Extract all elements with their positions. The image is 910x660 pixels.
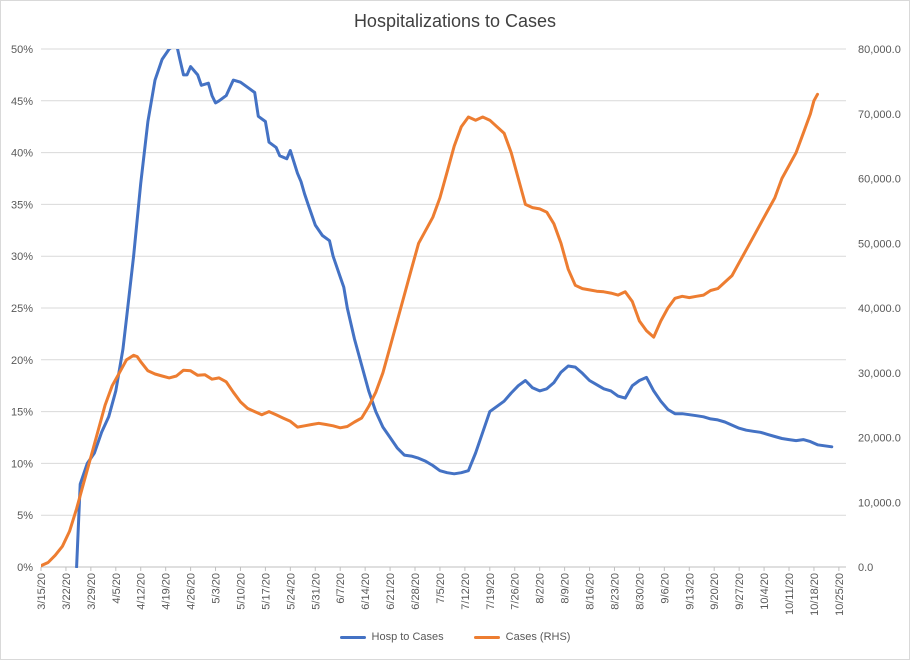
x-tick-label: 3/15/20 (36, 573, 48, 610)
x-tick-label: 4/12/20 (136, 573, 148, 610)
x-tick-label: 5/17/20 (260, 573, 272, 610)
x-tick-label: 5/10/20 (235, 573, 247, 610)
x-tick-label: 10/11/20 (784, 573, 796, 615)
left-tick-label: 20% (11, 355, 33, 367)
legend-swatch-hosp (339, 635, 366, 639)
right-tick-label: 0.0 (858, 562, 873, 574)
left-tick-label: 15% (11, 407, 33, 419)
series-layer (41, 49, 834, 568)
left-tick-label: 0% (17, 562, 33, 574)
x-tick-label: 9/20/20 (709, 573, 721, 610)
x-tick-label: 10/4/20 (759, 573, 771, 610)
x-axis-ticks: 3/15/20 3/22/20 3/29/20 4/5/20 4/12/20 4/19/2… (36, 567, 846, 616)
x-tick-label: 6/28/20 (410, 573, 422, 610)
x-tick-label: 5/31/20 (310, 573, 322, 610)
legend-item-hosp-to-cases: Hosp to Cases (339, 631, 444, 643)
left-tick-label: 45% (11, 96, 33, 108)
x-tick-label: 4/5/20 (111, 573, 123, 604)
right-tick-label: 40,000.0 (858, 303, 901, 315)
x-tick-label: 4/26/20 (186, 573, 198, 610)
x-tick-label: 3/29/20 (86, 573, 98, 610)
x-tick-label: 9/27/20 (734, 573, 746, 610)
x-tick-label: 10/18/20 (809, 573, 821, 616)
x-tick-label: 5/3/20 (211, 573, 223, 604)
x-tick-label: 10/25/20 (834, 573, 846, 616)
x-tick-label: 8/16/20 (585, 573, 597, 610)
x-tick-label: 5/24/20 (285, 573, 297, 610)
right-tick-label: 30,000.0 (858, 368, 901, 380)
legend: Hosp to Cases Cases (RHS) (1, 631, 909, 643)
right-tick-label: 60,000.0 (858, 174, 901, 186)
chart-title: Hospitalizations to Cases (353, 11, 557, 31)
left-tick-label: 30% (11, 251, 33, 263)
x-tick-label: 9/6/20 (659, 573, 671, 604)
x-tick-label: 8/30/20 (634, 573, 646, 610)
x-tick-label: 4/19/20 (161, 573, 173, 610)
series-line-hosp-to-cases (75, 49, 834, 568)
x-tick-label: 8/9/20 (560, 573, 572, 604)
right-tick-label: 80,000.0 (858, 44, 901, 56)
left-tick-label: 40% (11, 148, 33, 160)
legend-swatch-cases (473, 635, 500, 639)
left-tick-label: 10% (11, 458, 33, 470)
x-tick-label: 8/23/20 (609, 573, 621, 610)
x-tick-label: 7/19/20 (485, 573, 497, 610)
x-tick-label: 8/2/20 (535, 573, 547, 604)
x-tick-label: 6/7/20 (335, 573, 347, 604)
series-line-cases-rhs (41, 92, 819, 568)
x-tick-label: 3/22/20 (61, 573, 73, 610)
legend-item-cases-rhs: Cases (RHS) (473, 631, 571, 643)
x-tick-label: 9/13/20 (684, 573, 696, 610)
right-tick-label: 50,000.0 (858, 238, 901, 250)
left-tick-label: 50% (11, 44, 33, 56)
left-tick-label: 5% (17, 510, 33, 522)
right-tick-label: 70,000.0 (858, 109, 901, 121)
left-tick-label: 35% (11, 199, 33, 211)
left-axis-ticks: 0% 5% 10% 15% 20% 25% 30% 35% 40% 45% 50% (11, 44, 33, 574)
gridlines (41, 48, 846, 568)
left-tick-label: 25% (11, 303, 33, 315)
legend-label-cases: Cases (RHS) (505, 631, 571, 643)
x-tick-label: 7/12/20 (460, 573, 472, 610)
x-tick-label: 6/14/20 (360, 573, 372, 610)
legend-label-hosp: Hosp to Cases (371, 631, 444, 643)
x-tick-label: 6/21/20 (385, 573, 397, 610)
x-tick-label: 7/26/20 (510, 573, 522, 610)
right-axis-ticks: 0.0 10,000.0 20,000.0 30,000.0 40,000.0 50,00… (858, 44, 901, 574)
right-tick-label: 10,000.0 (858, 497, 901, 509)
right-tick-label: 20,000.0 (858, 433, 901, 445)
x-tick-label: 7/5/20 (435, 573, 447, 604)
